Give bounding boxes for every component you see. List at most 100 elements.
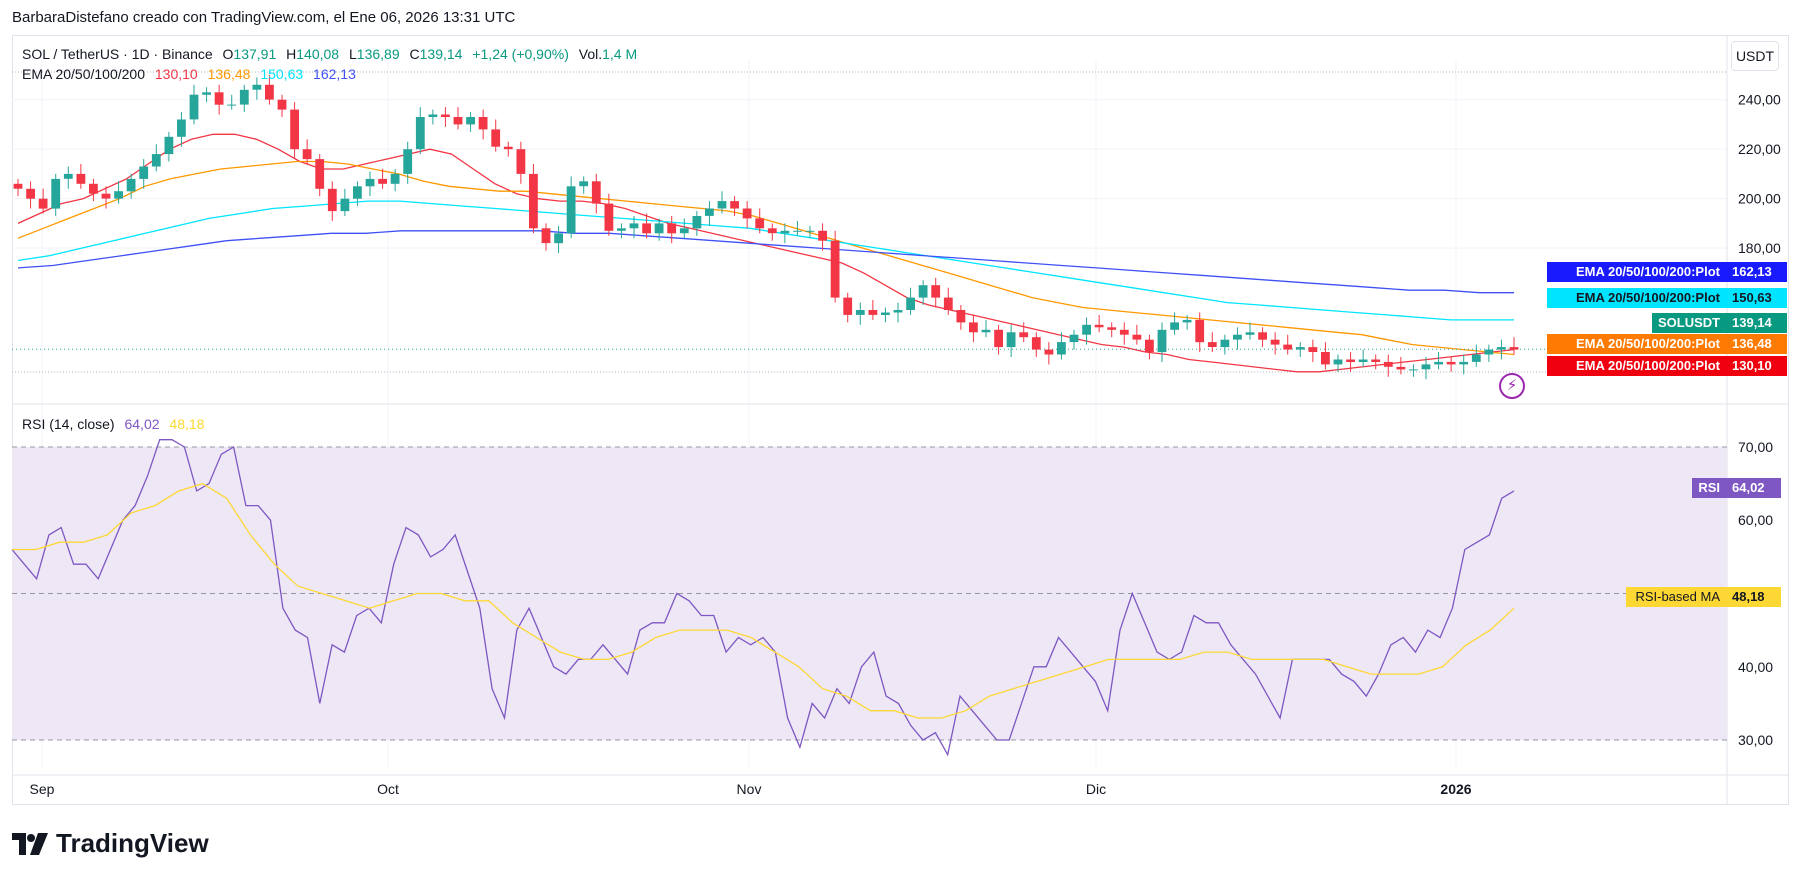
candle-body	[1358, 359, 1368, 362]
candle-body	[441, 114, 450, 117]
price-tick-label: 220,00	[1738, 141, 1781, 157]
candle-body	[177, 119, 186, 137]
open-value: 137,91	[233, 46, 277, 62]
time-tick-label: Oct	[377, 781, 399, 797]
ema-legend-label: EMA 20/50/100/200	[22, 66, 145, 82]
candle-body	[1082, 324, 1091, 335]
candle-body	[1308, 347, 1318, 352]
candle-body	[818, 230, 827, 241]
candle-body	[893, 310, 903, 313]
rsi-legend[interactable]: RSI (14, close) 64,02 48,18	[22, 416, 210, 432]
candle-body	[1471, 354, 1481, 362]
candle-body	[730, 201, 739, 209]
rsi-legend-value: 64,02	[124, 416, 160, 432]
candle-body	[327, 188, 337, 212]
candle-body	[114, 191, 123, 199]
candle-body	[239, 89, 249, 105]
volume-value: 1,4 M	[602, 46, 638, 62]
candle-body	[956, 310, 966, 323]
candle-body	[969, 322, 978, 333]
low-value: 136,89	[356, 46, 400, 62]
candle-body	[642, 223, 651, 234]
candle-body	[38, 198, 48, 209]
candle-body	[428, 114, 438, 117]
ema-line-ema100	[17, 200, 1514, 321]
price-tick-label: 200,00	[1738, 191, 1781, 207]
candle-body	[1220, 339, 1230, 348]
ema50-plot-value: 136,48	[1726, 334, 1787, 354]
candle-body	[227, 104, 237, 106]
close-value: 139,14	[419, 46, 463, 62]
chart-frame	[12, 35, 1789, 805]
candle-body	[793, 230, 802, 232]
candle-body	[315, 159, 325, 189]
candle-body	[378, 178, 387, 184]
rsi-line	[11, 439, 1515, 757]
candle-body	[403, 149, 413, 174]
candle-body	[1233, 334, 1242, 340]
lightning-icon[interactable]: ⚡	[1499, 373, 1525, 399]
rsi-plot-label: RSI	[1692, 478, 1726, 498]
candle-body	[1057, 342, 1066, 355]
ema200-plot-label: EMA 20/50/100/200:Plot	[1547, 262, 1726, 282]
tradingview-logo[interactable]: TradingView	[12, 828, 209, 859]
candle-body	[629, 223, 639, 229]
candle-body	[1446, 361, 1456, 365]
tradingview-logo-icon	[12, 832, 48, 855]
candle-body	[717, 201, 727, 209]
candle-body	[1207, 342, 1217, 347]
candles-group	[13, 74, 1519, 380]
candle-body	[139, 166, 149, 179]
candle-body	[214, 92, 224, 105]
candle-body	[202, 92, 211, 95]
volume-label: Vol.	[578, 46, 603, 62]
candle-body	[101, 193, 111, 199]
candle-body	[855, 310, 865, 315]
candle-body	[1484, 349, 1494, 355]
ohlc-close: C139,14	[410, 46, 463, 62]
candle-body	[63, 173, 73, 179]
ema200-plot-value: 162,13	[1726, 262, 1787, 282]
candle-body	[1383, 361, 1393, 367]
candle-body	[1434, 361, 1443, 365]
symbol-pair: SOL / TetherUS · 1D · Binance	[22, 46, 213, 62]
candle-body	[755, 218, 765, 229]
candle-body	[654, 223, 664, 234]
candle-body	[1119, 329, 1129, 335]
candle-body	[843, 297, 853, 315]
candle-body	[478, 117, 488, 130]
ema100-value: 150,63	[260, 66, 304, 82]
rsi-ma-line	[12, 482, 1515, 719]
ema-line-ema20	[17, 133, 1515, 373]
candle-body	[26, 188, 35, 199]
rsi-ma-plot-label: RSI-based MA	[1626, 587, 1726, 607]
candle-body	[579, 181, 589, 187]
currency-button[interactable]: USDT	[1731, 41, 1779, 71]
symbol-legend: SOL / TetherUS · 1D · Binance O137,91 H1…	[22, 46, 643, 62]
ema-legend[interactable]: EMA 20/50/100/200 130,10 136,48 150,63 1…	[22, 66, 362, 82]
candle-body	[1459, 361, 1469, 365]
candle-body	[692, 216, 702, 229]
high-label: H	[286, 46, 297, 62]
rsi-legend-label: RSI (14, close)	[22, 416, 115, 432]
candle-body	[805, 230, 815, 232]
candle-body	[76, 173, 86, 184]
candle-body	[830, 240, 840, 298]
candle-body	[617, 228, 626, 231]
candle-body	[780, 230, 790, 234]
candle-body	[1182, 319, 1192, 323]
time-tick-label: Sep	[30, 781, 55, 797]
candle-body	[491, 129, 501, 147]
candle-body	[277, 99, 287, 110]
high-value: 140,08	[296, 46, 340, 62]
candle-body	[566, 186, 576, 234]
candle-body	[1371, 359, 1381, 362]
candle-body	[415, 117, 425, 150]
candle-body	[931, 285, 941, 298]
candle-body	[390, 173, 400, 184]
open-label: O	[222, 46, 234, 62]
candle-body	[265, 84, 274, 100]
candle-body	[1283, 344, 1293, 350]
candle-body	[516, 149, 526, 174]
